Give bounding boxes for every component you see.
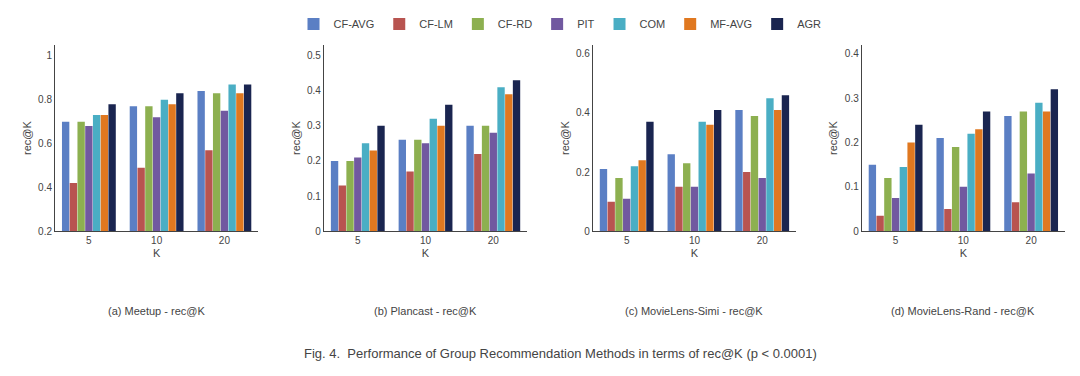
svg-text:10: 10: [958, 235, 970, 246]
svg-text:0.3: 0.3: [307, 120, 321, 131]
svg-text:(a) Meetup - rec@K: (a) Meetup - rec@K: [108, 305, 205, 317]
svg-text:COM: COM: [640, 18, 666, 30]
svg-text:5: 5: [86, 235, 92, 246]
svg-text:0.2: 0.2: [576, 167, 590, 178]
svg-text:0.3: 0.3: [845, 93, 859, 104]
svg-text:1: 1: [46, 50, 52, 61]
svg-text:CF-LM: CF-LM: [419, 18, 453, 30]
svg-text:0.6: 0.6: [576, 48, 590, 59]
svg-text:10: 10: [689, 235, 701, 246]
svg-text:5: 5: [893, 235, 899, 246]
svg-text:CF-RD: CF-RD: [498, 18, 532, 30]
svg-text:0.4: 0.4: [576, 107, 590, 118]
svg-text:0: 0: [584, 226, 590, 237]
svg-text:5: 5: [624, 235, 630, 246]
svg-text:rec@K: rec@K: [827, 121, 839, 155]
svg-text:CF-AVG: CF-AVG: [334, 18, 375, 30]
svg-text:rec@K: rec@K: [290, 121, 302, 155]
svg-text:0.4: 0.4: [845, 48, 859, 59]
svg-text:(c) MovieLens-Simi - rec@K: (c) MovieLens-Simi - rec@K: [625, 305, 763, 317]
svg-text:10: 10: [151, 235, 163, 246]
svg-text:PIT: PIT: [577, 18, 594, 30]
svg-text:0: 0: [315, 226, 321, 237]
svg-text:MF-AVG: MF-AVG: [710, 18, 752, 30]
svg-text:0.4: 0.4: [307, 85, 321, 96]
svg-text:0.5: 0.5: [307, 50, 321, 61]
svg-text:K: K: [691, 247, 699, 259]
svg-text:20: 20: [757, 235, 769, 246]
svg-text:Fig. 4. Performance of Group: Fig. 4. Performance of Group Recommendat…: [304, 346, 817, 361]
svg-text:0.2: 0.2: [845, 137, 859, 148]
svg-text:(d) MovieLens-Rand - rec@K: (d) MovieLens-Rand - rec@K: [891, 305, 1035, 317]
svg-text:0.2: 0.2: [307, 155, 321, 166]
svg-text:0.1: 0.1: [845, 181, 859, 192]
svg-text:0.6: 0.6: [38, 138, 52, 149]
svg-text:0.8: 0.8: [38, 94, 52, 105]
svg-text:K: K: [153, 247, 161, 259]
svg-text:20: 20: [219, 235, 231, 246]
svg-text:0: 0: [853, 226, 859, 237]
svg-text:20: 20: [488, 235, 500, 246]
svg-text:K: K: [960, 247, 968, 259]
svg-text:10: 10: [420, 235, 432, 246]
svg-text:rec@K: rec@K: [21, 121, 33, 155]
svg-text:20: 20: [1026, 235, 1038, 246]
svg-text:AGR: AGR: [797, 18, 821, 30]
svg-text:5: 5: [355, 235, 361, 246]
svg-text:rec@K: rec@K: [559, 121, 571, 155]
svg-text:K: K: [422, 247, 430, 259]
svg-text:(b) Plancast - rec@K: (b) Plancast - rec@K: [374, 305, 477, 317]
svg-text:0.4: 0.4: [38, 182, 52, 193]
svg-text:0.1: 0.1: [307, 191, 321, 202]
svg-text:0.2: 0.2: [38, 226, 52, 237]
